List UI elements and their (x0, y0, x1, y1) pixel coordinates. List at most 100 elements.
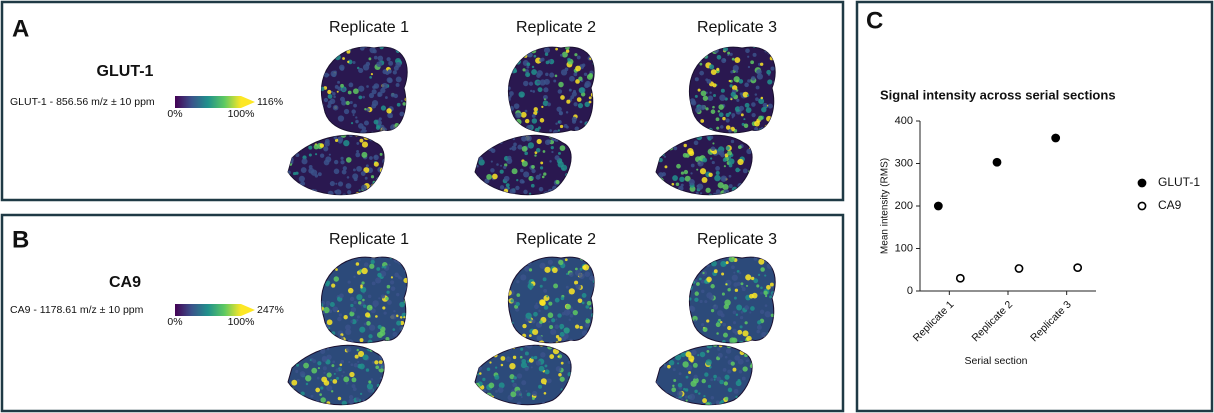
tissue-speckle (562, 312, 565, 315)
tissue-speckle (653, 387, 656, 390)
tissue-speckle (593, 398, 597, 402)
tissue-speckle (678, 281, 684, 287)
tissue-speckle (656, 350, 658, 352)
tissue-speckle (361, 185, 367, 191)
tissue-speckle (309, 104, 313, 108)
tissue-speckle (724, 165, 726, 167)
tissue-speckle (717, 347, 720, 350)
tissue-speckle (777, 286, 780, 289)
tissue-speckle (694, 375, 698, 379)
tissue-speckle (509, 269, 513, 273)
tissue-speckle (378, 56, 384, 62)
tissue-speckle (371, 378, 374, 381)
tissue-speckle (471, 333, 476, 338)
tissue-speckle (379, 254, 381, 256)
tissue-speckle (384, 369, 386, 371)
tissue-speckle (509, 260, 514, 265)
tissue-speckle (477, 102, 480, 105)
tissue-speckle (766, 132, 768, 134)
tissue-speckle (314, 311, 317, 314)
chart-title: Signal intensity across serial sections (880, 87, 1116, 102)
tissue-speckle (721, 272, 724, 275)
tissue-speckle (729, 80, 731, 82)
tissue-speckle (378, 297, 380, 299)
tissue-speckle (558, 161, 564, 167)
tissue-speckle (682, 115, 685, 118)
tissue-speckle (484, 263, 490, 269)
tissue-speckle (580, 268, 583, 271)
tissue-speckle (294, 139, 298, 143)
tissue-speckle (484, 77, 487, 80)
tissue-speckle (544, 383, 546, 385)
tissue-speckle (483, 343, 487, 347)
tissue-speckle (303, 94, 307, 98)
tissue-speckle (585, 271, 591, 277)
tissue-speckle (540, 352, 545, 357)
tissue-speckle (476, 134, 482, 140)
tissue-speckle (653, 287, 656, 290)
tissue-speckle (388, 372, 394, 378)
tissue-speckle (482, 267, 486, 271)
colorbar (175, 96, 241, 108)
tissue-speckle (368, 334, 372, 338)
tissue-speckle (721, 313, 725, 317)
tissue-speckle (486, 174, 492, 180)
tissue-speckle (479, 266, 484, 271)
tissue-speckle (574, 53, 577, 56)
tissue-speckle (308, 72, 314, 78)
tissue-speckle (302, 257, 308, 263)
tissue-speckle (490, 282, 494, 286)
tissue-speckle (658, 397, 663, 402)
tissue-speckle (311, 118, 317, 124)
tissue-speckle (401, 100, 403, 102)
tissue-speckle (403, 316, 405, 318)
tissue-speckle (735, 168, 740, 173)
tissue-speckle (761, 332, 767, 338)
tissue-speckle (775, 259, 781, 265)
tissue-speckle (651, 173, 654, 176)
tissue-speckle (770, 381, 773, 384)
tissue-speckle (490, 132, 493, 135)
tissue-speckle (512, 338, 518, 344)
tissue-speckle (491, 161, 493, 163)
tissue-speckle (514, 69, 518, 73)
tissue-speckle (473, 111, 478, 116)
tissue-speckle (591, 176, 596, 181)
tissue-speckle (492, 130, 497, 135)
tissue-speckle (513, 356, 516, 359)
tissue-speckle (340, 405, 343, 408)
tissue-speckle (761, 143, 765, 147)
tissue-speckle (409, 322, 415, 328)
tissue-speckle (388, 399, 391, 402)
tissue-speckle (582, 301, 585, 304)
tissue-speckle (756, 284, 759, 287)
tissue-speckle (291, 336, 295, 340)
tissue-speckle (396, 364, 399, 367)
tissue-speckle (756, 86, 760, 90)
tissue-speckle (496, 259, 499, 262)
tissue-speckle (481, 277, 486, 282)
tissue-speckle (705, 188, 710, 193)
tissue-speckle (361, 281, 364, 284)
tissue-speckle (544, 98, 546, 100)
tissue-speckle (573, 72, 577, 76)
tissue-speckle (331, 71, 337, 77)
tissue-speckle (300, 371, 306, 377)
tissue-speckle (507, 156, 511, 160)
tissue-speckle (288, 299, 292, 303)
tissue-speckle (507, 269, 510, 272)
tissue-speckle (541, 402, 545, 406)
tissue-speckle (295, 394, 298, 397)
tissue-speckle (597, 344, 602, 349)
tissue-speckle (392, 145, 395, 148)
tissue-speckle (337, 81, 340, 84)
tissue-speckle (324, 259, 330, 265)
tissue-speckle (314, 75, 319, 80)
tissue-speckle (478, 45, 481, 48)
tissue-speckle (286, 67, 291, 72)
tissue-speckle (760, 292, 763, 295)
tissue-speckle (694, 141, 699, 146)
tissue-speckle (482, 118, 487, 123)
tissue-speckle (765, 392, 769, 396)
tissue-speckle (779, 187, 781, 189)
